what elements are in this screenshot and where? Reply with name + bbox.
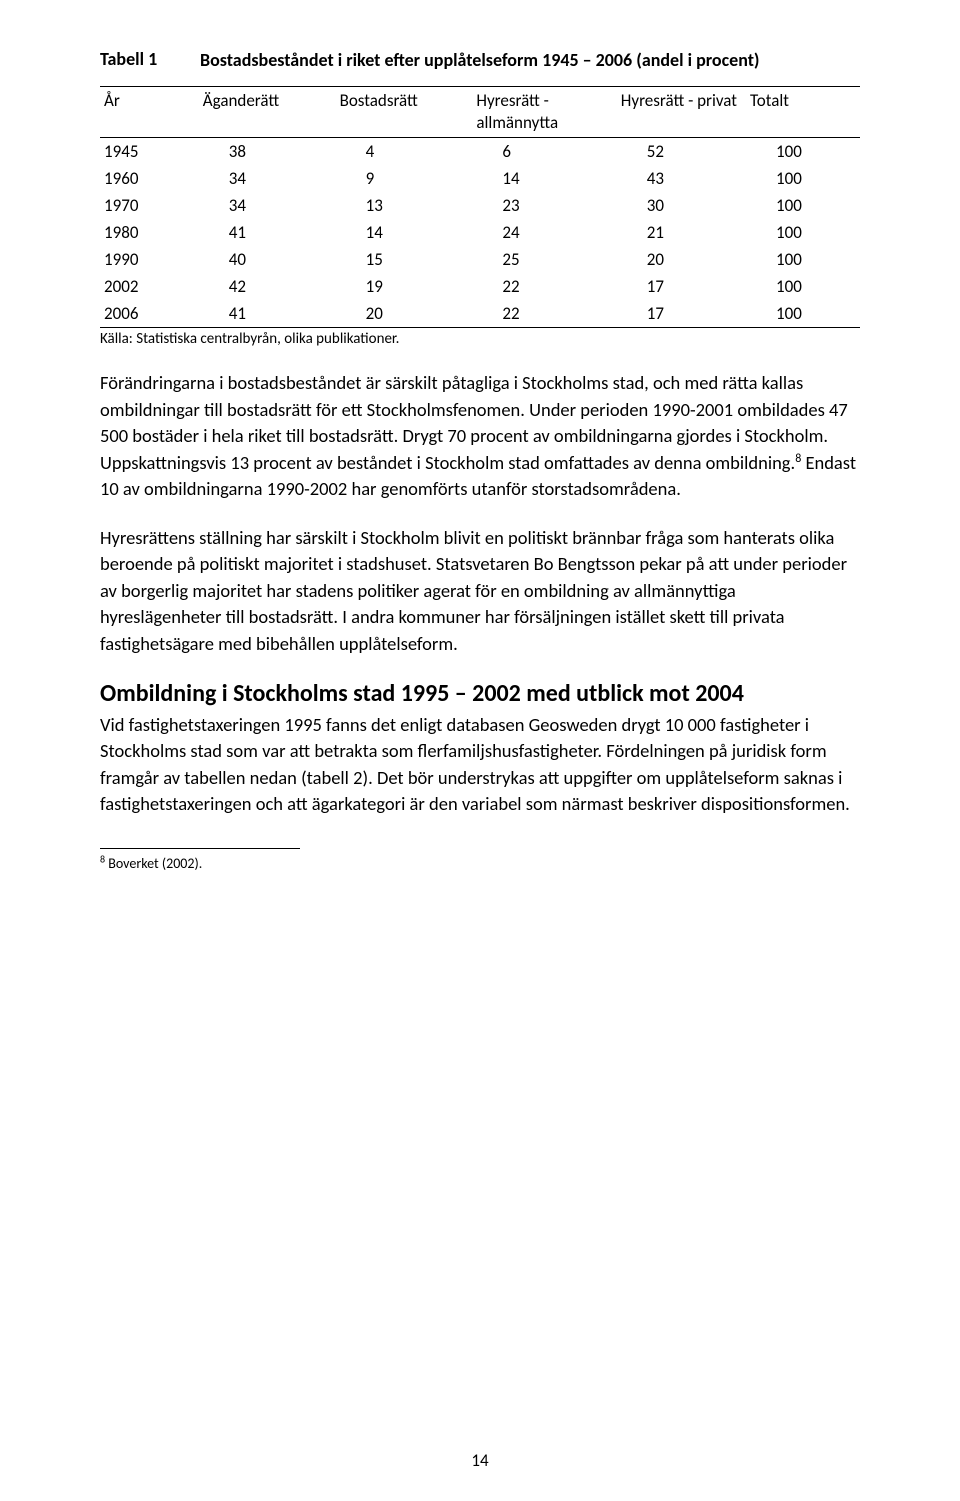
table-cell: 14 [336,219,473,246]
table-cell: 40 [199,246,336,273]
table-cell: 34 [199,165,336,192]
table-cell: 52 [617,138,746,166]
th-hyresratt-privat: Hyresrätt - privat [617,87,746,138]
footnote-separator [100,848,300,849]
table-cell: 25 [472,246,616,273]
paragraph-2: Hyresrättens ställning har särskilt i St… [100,525,860,657]
th-aganderatt: Äganderätt [199,87,336,138]
table-cell: 41 [199,219,336,246]
footnote-8: 8 Boverket (2002). [100,855,860,872]
p1-text-a: Förändringarna i bostadsbeståndet är sär… [100,371,848,473]
table-cell: 100 [746,246,860,273]
table-cell: 9 [336,165,473,192]
table-cell: 100 [746,138,860,166]
table-cell: 6 [472,138,616,166]
table-body: 1945384652100196034914431001970341323301… [100,138,860,328]
table-cell: 1970 [100,192,199,219]
table-cell: 14 [472,165,616,192]
th-bostadsratt: Bostadsrätt [336,87,473,138]
page-number: 14 [0,1450,960,1471]
table-cell: 20 [617,246,746,273]
table-header-row: År Äganderätt Bostadsrätt Hyresrätt - al… [100,87,860,138]
table-cell: 100 [746,300,860,328]
table-cell: 17 [617,300,746,328]
table-row: 198041142421100 [100,219,860,246]
table-label: Tabell 1 [100,48,200,72]
table-cell: 41 [199,300,336,328]
table-cell: 2002 [100,273,199,300]
table-cell: 24 [472,219,616,246]
table-cell: 100 [746,273,860,300]
table-cell: 42 [199,273,336,300]
table-cell: 2006 [100,300,199,328]
th-hyresratt-allm: Hyresrätt - allmännytta [472,87,616,138]
table-title-row: Tabell 1 Bostadsbeståndet i riket efter … [100,48,860,72]
table-cell: 23 [472,192,616,219]
table-cell: 4 [336,138,473,166]
table-cell: 20 [336,300,473,328]
footnote-text: Boverket (2002). [105,855,202,872]
table-cell: 100 [746,219,860,246]
table-cell: 100 [746,165,860,192]
table-row: 19603491443100 [100,165,860,192]
table-cell: 34 [199,192,336,219]
th-year: År [100,87,199,138]
section-heading: Ombildning i Stockholms stad 1995 – 2002… [100,679,860,708]
table-cell: 43 [617,165,746,192]
table-cell: 1945 [100,138,199,166]
table-cell: 21 [617,219,746,246]
table-1: År Äganderätt Bostadsrätt Hyresrätt - al… [100,86,860,328]
table-cell: 17 [617,273,746,300]
table-cell: 1980 [100,219,199,246]
table-cell: 1960 [100,165,199,192]
table-row: 200641202217100 [100,300,860,328]
table-cell: 22 [472,300,616,328]
table-cell: 15 [336,246,473,273]
table-source: Källa: Statistiska centralbyrån, olika p… [100,330,860,348]
table-row: 1945384652100 [100,138,860,166]
table-cell: 19 [336,273,473,300]
table-cell: 38 [199,138,336,166]
table-cell: 22 [472,273,616,300]
table-cell: 13 [336,192,473,219]
table-row: 199040152520100 [100,246,860,273]
table-cell: 100 [746,192,860,219]
paragraph-1: Förändringarna i bostadsbeståndet är sär… [100,370,860,502]
th-totalt: Totalt [746,87,860,138]
section-text: Vid fastighetstaxeringen 1995 fanns det … [100,712,860,818]
table-title: Bostadsbeståndet i riket efter upplåtels… [200,48,760,72]
table-row: 197034132330100 [100,192,860,219]
table-cell: 1990 [100,246,199,273]
table-row: 200242192217100 [100,273,860,300]
table-cell: 30 [617,192,746,219]
